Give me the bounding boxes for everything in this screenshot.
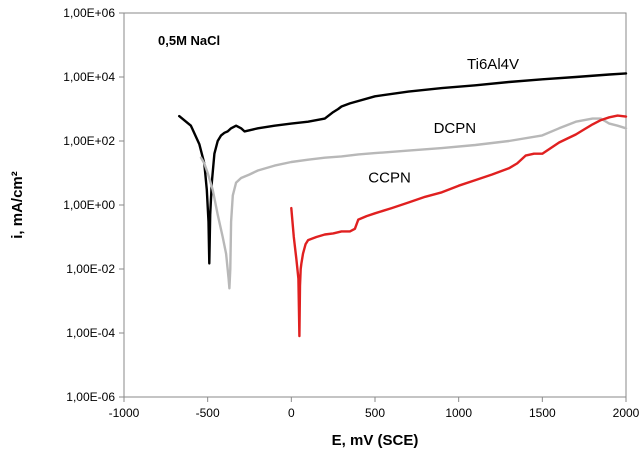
- series-layer: [177, 72, 628, 338]
- y-tick-label: 1,00E+04: [63, 70, 115, 84]
- x-tick-label: 2000: [613, 406, 640, 420]
- x-tick-label: 500: [365, 406, 385, 420]
- x-tick-label: 1000: [445, 406, 472, 420]
- plot-area: [123, 12, 627, 398]
- x-tick-label: 1500: [529, 406, 556, 420]
- series-label-ti6al4v: Ti6Al4V: [467, 56, 519, 73]
- plot-frame: [123, 12, 627, 398]
- series-line-ccpn: [290, 114, 628, 338]
- labels-layer: Ti6Al4V DCPN CCPN: [368, 56, 519, 187]
- y-tick-label: 1,00E+06: [63, 6, 115, 20]
- ticks-layer: -1000 -500 0 500 1000 1500 2000 1,00E+06 1,00E+0…: [63, 6, 639, 420]
- series-label-ccpn: CCPN: [368, 170, 411, 187]
- x-tick-label: -1000: [109, 406, 140, 420]
- y-tick-label: 1,00E+02: [63, 134, 115, 148]
- y-tick-label: 1,00E-06: [66, 390, 115, 404]
- y-tick-label: 1,00E-02: [66, 262, 115, 276]
- y-axis-title: i, mA/cm²: [9, 171, 26, 239]
- series-line-ti6al4v: [177, 72, 628, 265]
- series-label-dcpn: DCPN: [434, 120, 477, 137]
- electrolyte-annotation: 0,5M NaCl: [158, 33, 220, 48]
- x-axis-title: E, mV (SCE): [332, 432, 419, 449]
- y-tick-label: 1,00E-04: [66, 326, 115, 340]
- x-tick-label: -500: [196, 406, 220, 420]
- x-tick-label: 0: [288, 406, 295, 420]
- series-line-dcpn: [199, 117, 628, 290]
- y-tick-label: 1,00E+00: [63, 198, 115, 212]
